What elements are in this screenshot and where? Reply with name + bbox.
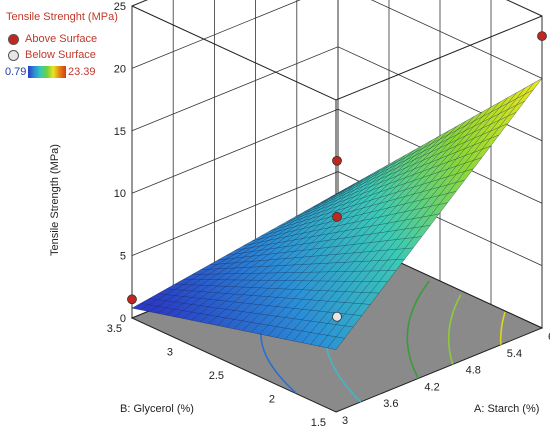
legend-below: Below Surface: [8, 49, 96, 61]
below-surface-marker-icon: [8, 49, 19, 61]
design-points: [127, 31, 547, 322]
z-tick-label: 20: [114, 63, 126, 75]
point-above-surface: [127, 294, 137, 305]
legend-above-label: Above Surface: [25, 33, 98, 45]
legend-below-label: Below Surface: [25, 49, 96, 61]
x-tick-label: 6: [548, 331, 550, 343]
z-tick-label: 25: [114, 1, 126, 13]
y-tick-label: 2.5: [209, 370, 224, 382]
z-axis-title: Tensile Strength (MPa): [49, 144, 61, 256]
z-tick-label: 0: [120, 313, 126, 325]
colorbar-max-label: 23.39: [68, 66, 96, 78]
surface-meshline: [165, 173, 373, 316]
x-tick-label: 3: [342, 415, 348, 427]
z-tick-label: 5: [120, 251, 126, 263]
z-tick-label: 10: [114, 188, 126, 200]
surface-meshline: [131, 192, 339, 309]
y-axis-title: B: Glycerol (%): [120, 403, 194, 415]
z-tick-label: 15: [114, 126, 126, 138]
legend-above: Above Surface: [8, 33, 97, 45]
z-gridline: [131, 0, 543, 79]
x-axis-title: A: Starch (%): [474, 403, 539, 415]
x-tick-label: 3.6: [383, 398, 398, 410]
surface-meshline: [148, 183, 356, 312]
point-below-surface: [332, 311, 342, 322]
point-above-surface: [332, 212, 342, 222]
surface-meshline: [157, 178, 364, 314]
top-front-edge: [131, 5, 543, 101]
surface-meshline: [312, 112, 517, 208]
contour-line: [447, 294, 462, 365]
tick-labels: 0 5 10 15 20 25 1.5 2 2.5 3 3.5 3 3.6 4.2 4.8 5.4 6: [107, 1, 550, 429]
colorbar: [28, 66, 66, 78]
x-tick-label: 4.2: [424, 381, 439, 393]
x-tick-label: 4.8: [466, 365, 481, 377]
point-above-surface: [537, 31, 547, 41]
y-tick-label: 1.5: [311, 417, 326, 429]
legend-title: Tensile Strenght (MPa): [6, 11, 118, 23]
surface-meshline: [337, 78, 543, 194]
x-tick-label: 5.4: [507, 348, 522, 360]
y-tick-label: 3: [167, 347, 173, 359]
surface-meshline: [140, 187, 347, 311]
surface-meshline: [329, 89, 534, 198]
colorbar-min-label: 0.79: [5, 66, 27, 78]
above-surface-marker-icon: [8, 33, 19, 45]
point-above-surface: [332, 155, 342, 166]
y-tick-label: 2: [269, 394, 275, 406]
y-tick-label: 3.5: [107, 323, 122, 335]
contour-line: [499, 311, 506, 345]
contour-line: [406, 280, 430, 379]
surface-meshline: [320, 100, 525, 203]
